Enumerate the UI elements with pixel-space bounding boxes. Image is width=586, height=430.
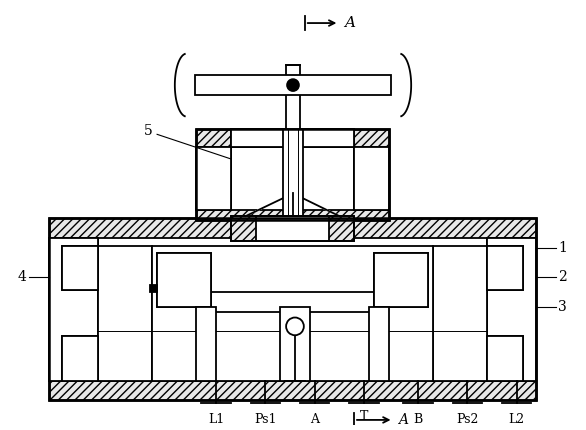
Text: 2: 2 xyxy=(558,270,567,284)
Bar xyxy=(150,285,157,292)
Text: T: T xyxy=(360,410,368,423)
Bar xyxy=(354,147,389,210)
Circle shape xyxy=(287,79,299,91)
Bar xyxy=(212,292,374,312)
Bar xyxy=(283,129,303,216)
Bar xyxy=(487,246,523,290)
Bar xyxy=(255,216,329,241)
Bar xyxy=(98,246,152,381)
Text: A: A xyxy=(398,413,408,427)
Bar xyxy=(369,307,389,381)
Bar xyxy=(354,147,389,210)
Bar xyxy=(231,129,354,147)
Text: L1: L1 xyxy=(208,413,224,426)
Text: 5: 5 xyxy=(144,124,152,138)
Bar xyxy=(152,246,433,381)
Bar xyxy=(231,216,354,241)
Bar xyxy=(62,336,98,381)
Text: Ps1: Ps1 xyxy=(254,413,277,426)
Bar xyxy=(62,246,98,290)
Bar xyxy=(98,238,487,381)
Bar xyxy=(487,238,536,381)
Bar xyxy=(49,238,98,381)
Bar xyxy=(196,147,231,210)
Bar xyxy=(487,336,523,381)
Text: 3: 3 xyxy=(558,300,567,313)
Bar xyxy=(196,129,389,220)
Bar xyxy=(62,246,98,290)
Bar xyxy=(231,129,354,147)
Text: A: A xyxy=(344,16,355,30)
Bar xyxy=(374,252,428,307)
Bar xyxy=(196,147,231,210)
Circle shape xyxy=(286,317,304,335)
Text: A: A xyxy=(310,413,319,426)
Bar xyxy=(374,252,428,307)
Polygon shape xyxy=(246,194,339,216)
Text: 1: 1 xyxy=(558,241,567,255)
Text: Ps2: Ps2 xyxy=(456,413,479,426)
Text: L2: L2 xyxy=(509,413,524,426)
Bar xyxy=(286,65,300,129)
Bar xyxy=(196,307,216,381)
Bar xyxy=(157,252,212,307)
Bar xyxy=(49,218,536,400)
Text: 4: 4 xyxy=(17,270,26,284)
Bar xyxy=(195,75,391,95)
Bar xyxy=(280,307,310,381)
Bar xyxy=(157,252,212,307)
Bar xyxy=(231,216,354,241)
Bar xyxy=(49,238,98,381)
Bar xyxy=(62,336,98,381)
Bar xyxy=(487,336,523,381)
Text: B: B xyxy=(414,413,423,426)
Bar xyxy=(196,129,389,220)
Bar xyxy=(49,218,536,400)
Bar xyxy=(433,246,487,381)
Bar xyxy=(487,246,523,290)
Bar xyxy=(231,147,354,210)
Bar xyxy=(487,238,536,381)
